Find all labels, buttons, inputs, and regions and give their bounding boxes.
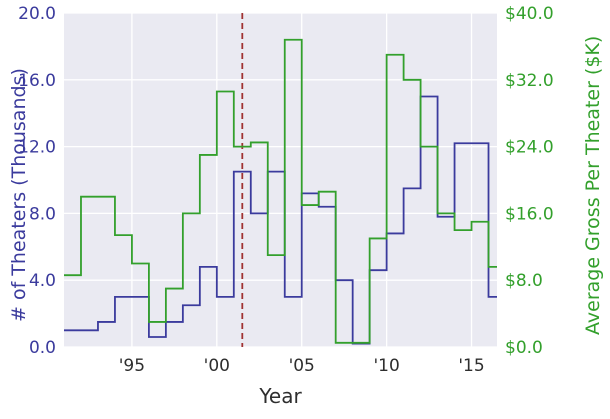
x-tick-label: '00	[204, 356, 230, 376]
right-tick-label: $16.0	[505, 204, 554, 224]
left-tick-label: 20.0	[18, 4, 56, 24]
right-tick-label: $8.0	[505, 271, 543, 291]
plot-background	[64, 13, 497, 347]
left-tick-label: 12.0	[18, 138, 56, 158]
left-tick-label: 0.0	[29, 338, 56, 358]
left-tick-label: 16.0	[18, 71, 56, 91]
right-tick-label: $0.0	[505, 338, 543, 358]
x-axis-title: Year	[259, 384, 302, 408]
right-tick-label: $32.0	[505, 71, 554, 91]
left-tick-label: 4.0	[29, 271, 56, 291]
right-tick-label: $40.0	[505, 4, 554, 24]
right-axis-title: Average Gross Per Theater ($K)	[582, 35, 604, 335]
x-tick-label: '05	[289, 356, 315, 376]
right-tick-label: $24.0	[505, 138, 554, 158]
x-tick-label: '95	[119, 356, 145, 376]
x-tick-label: '10	[373, 356, 399, 376]
series-gross-line	[64, 38, 497, 344]
left-axis-title: # of Theaters (Thousands)	[8, 68, 30, 322]
left-tick-label: 8.0	[29, 204, 56, 224]
x-tick-label: '15	[458, 356, 484, 376]
